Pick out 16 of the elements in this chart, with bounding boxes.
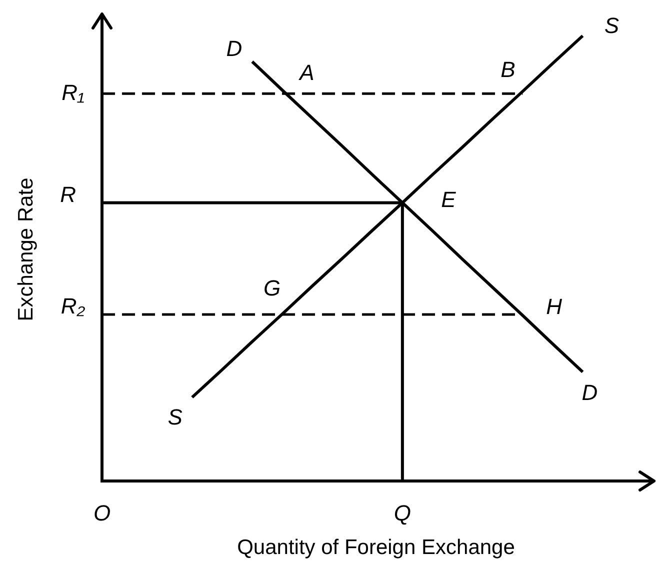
series-label: R₂	[60, 294, 86, 319]
annotation: E	[441, 186, 456, 212]
x-tick-label: O	[93, 500, 111, 526]
series-label: R	[60, 182, 76, 207]
text: S	[604, 12, 620, 38]
series-label: D	[582, 380, 598, 406]
series-label: S	[168, 404, 183, 430]
y-axis-title: Exchange Rate	[14, 178, 38, 322]
annotation: G	[263, 276, 281, 301]
x-tick-label: Q	[394, 500, 411, 526]
annotation: B	[500, 56, 516, 82]
text: D	[226, 36, 242, 61]
x-axis-title: Quantity of Foreign Exchange	[237, 536, 515, 560]
annotation: H	[546, 294, 562, 320]
annotation: A	[298, 60, 314, 85]
series-label: R₁	[62, 80, 84, 105]
